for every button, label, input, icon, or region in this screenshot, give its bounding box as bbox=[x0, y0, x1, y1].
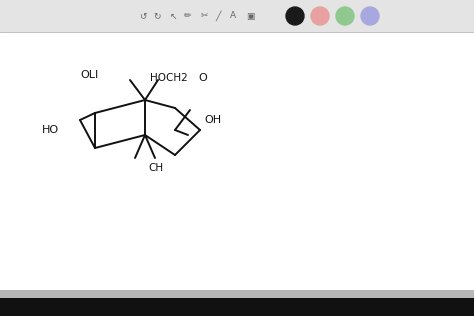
Text: ↖: ↖ bbox=[169, 11, 177, 21]
Bar bbox=[0, 0, 474, 32]
Circle shape bbox=[361, 7, 379, 25]
Text: HOCH2: HOCH2 bbox=[150, 73, 188, 83]
Text: OLI: OLI bbox=[80, 70, 98, 80]
Circle shape bbox=[336, 7, 354, 25]
Text: OH: OH bbox=[204, 115, 221, 125]
Text: HO: HO bbox=[42, 125, 59, 135]
Text: ↻: ↻ bbox=[153, 11, 161, 21]
Text: ╱: ╱ bbox=[215, 11, 221, 21]
Text: ↺: ↺ bbox=[139, 11, 147, 21]
Circle shape bbox=[286, 7, 304, 25]
Text: CH: CH bbox=[148, 163, 163, 173]
Text: ▣: ▣ bbox=[246, 11, 254, 21]
Bar bbox=[0, 298, 474, 316]
Bar bbox=[0, 290, 474, 298]
Text: ✏: ✏ bbox=[184, 11, 192, 21]
Circle shape bbox=[311, 7, 329, 25]
Text: A: A bbox=[230, 11, 236, 21]
Text: ✂: ✂ bbox=[200, 11, 208, 21]
Text: O: O bbox=[198, 73, 207, 83]
